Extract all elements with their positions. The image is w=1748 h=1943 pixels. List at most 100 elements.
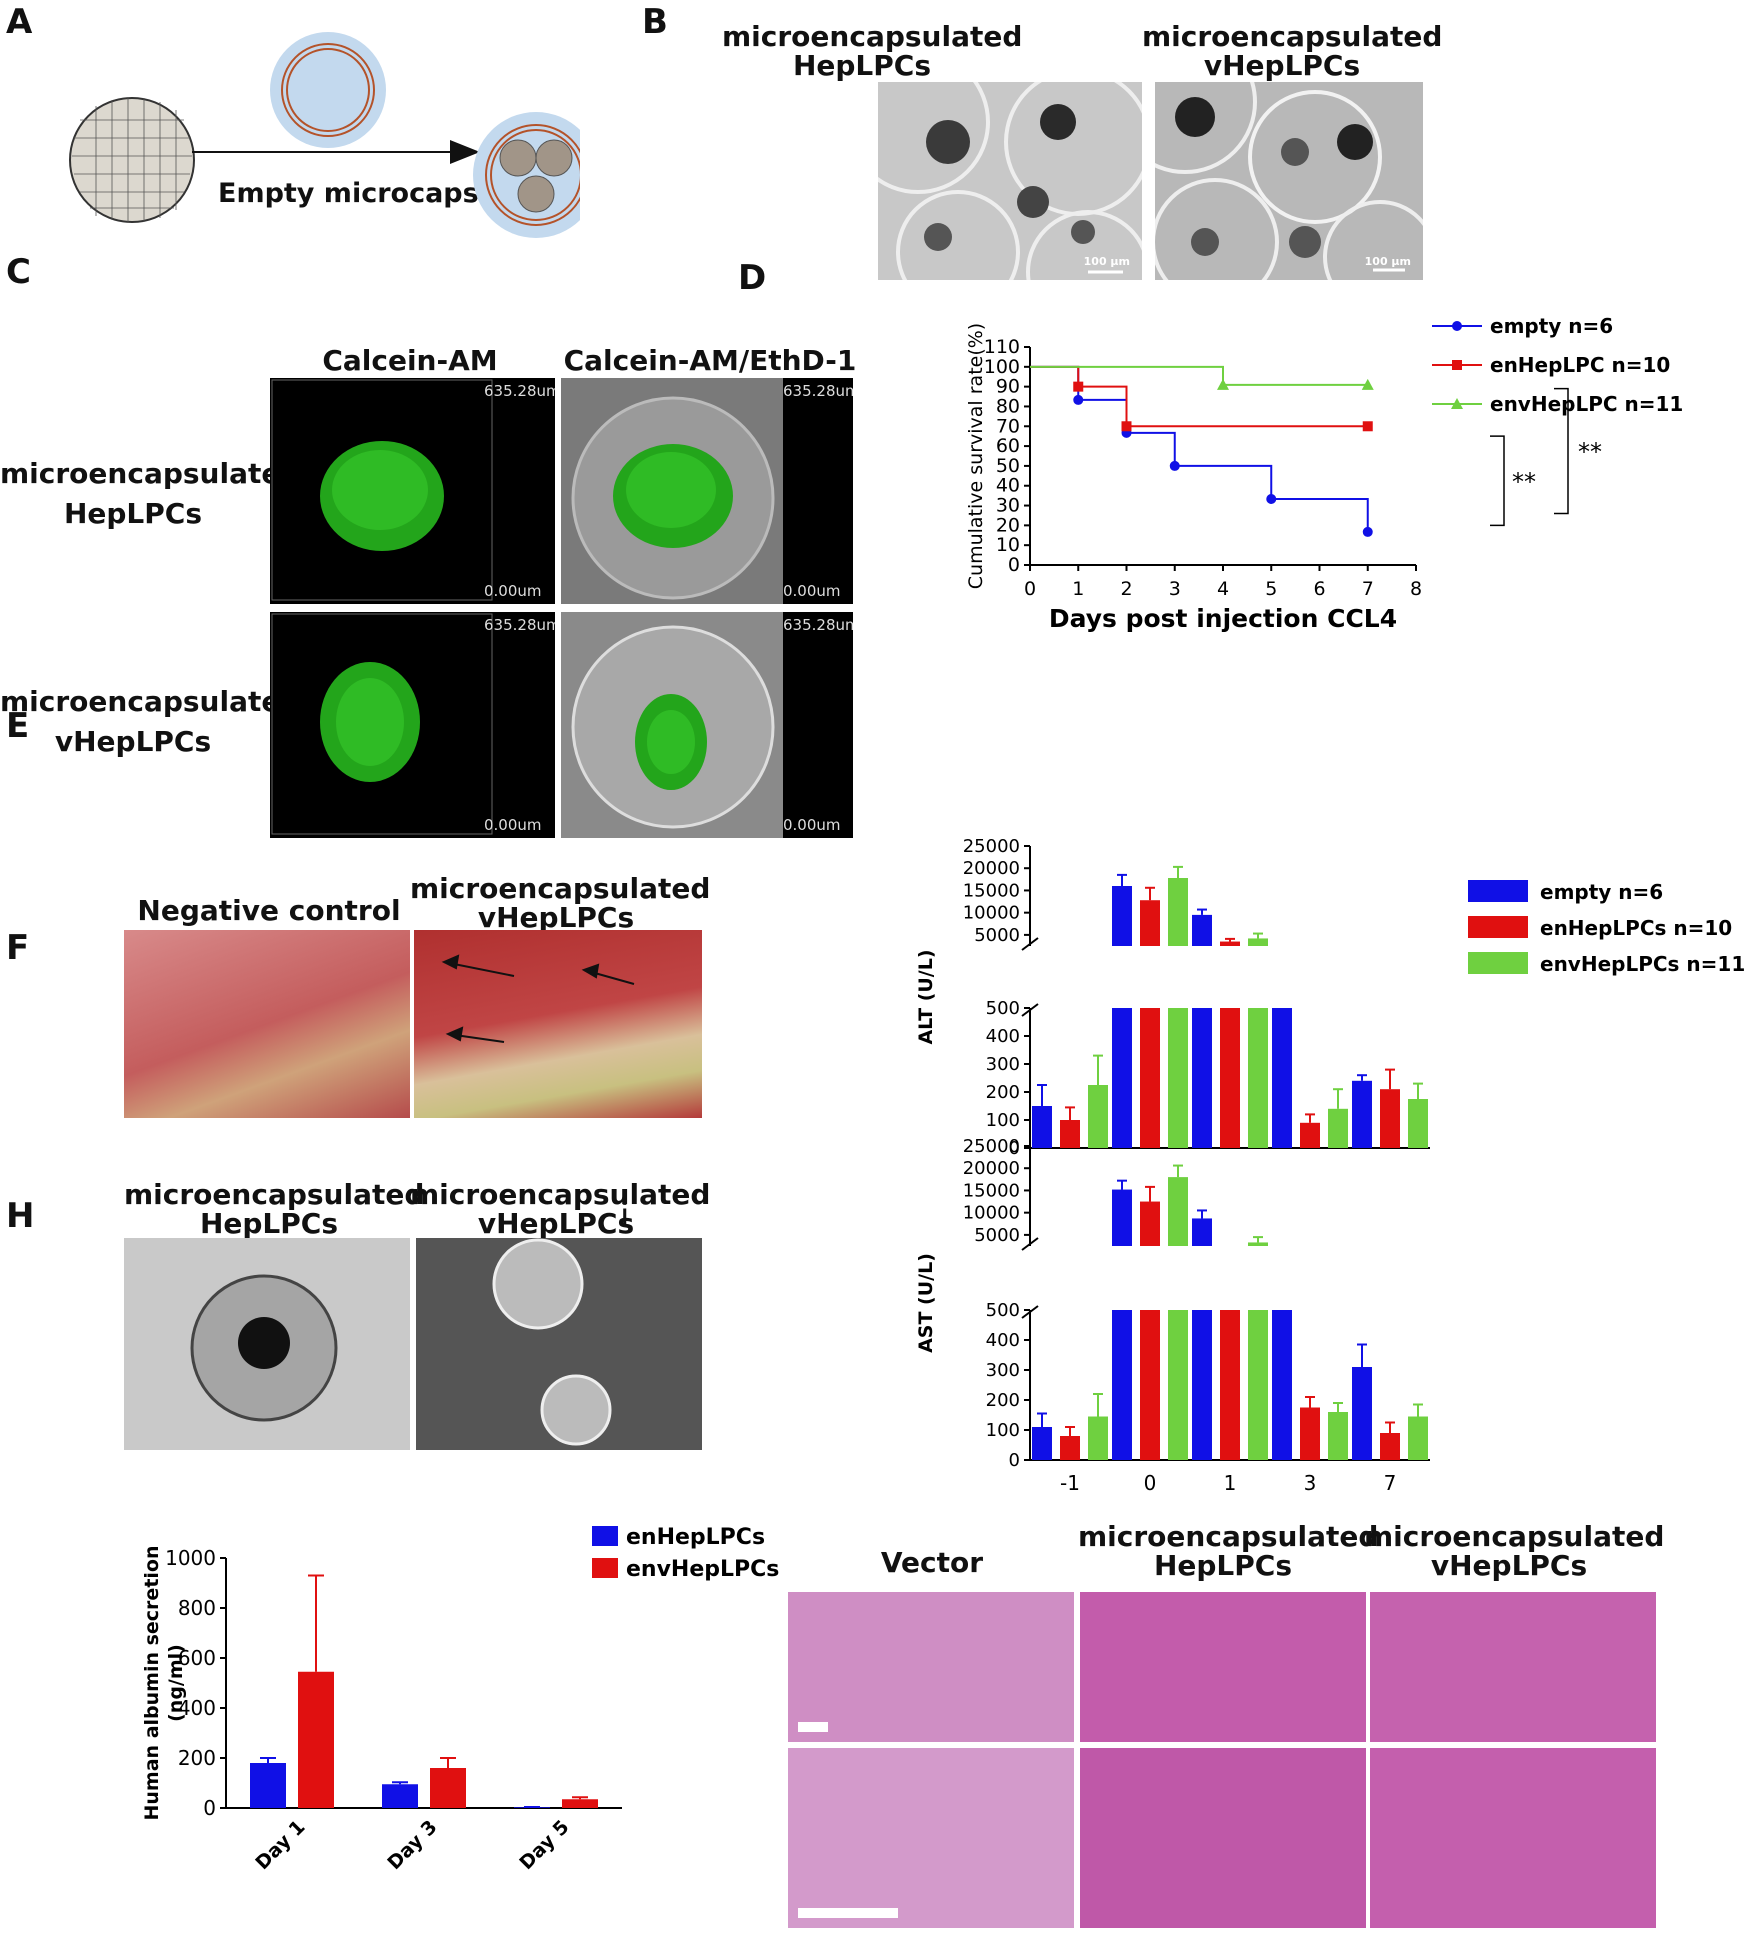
bar-upper (1140, 900, 1160, 946)
bar-lower (1112, 1310, 1132, 1460)
confocal-vheplpcs-merge: 635.28um 0.00um (561, 612, 853, 838)
z-top-label: 635.28um (484, 382, 555, 400)
x-axis-label: Days post injection CCL4 (1049, 604, 1397, 633)
y-tick-label: 200 (178, 1746, 216, 1770)
panel-c-row-title-1: microencapsulated HepLPCs (0, 457, 301, 530)
bar (1032, 1427, 1052, 1460)
legend-label: envHepLPCs n=11 (1540, 952, 1745, 976)
bar (430, 1768, 466, 1808)
data-point (1073, 394, 1084, 405)
scalebar-label: 100 µm (1083, 255, 1130, 268)
legend-label: enHepLPC n=10 (1490, 353, 1670, 377)
axis-break (1021, 937, 1039, 951)
bar (1088, 1085, 1108, 1148)
y-axis-label: Human albumin secretion (ng/ml) (141, 1546, 187, 1821)
y-tick-label: 15000 (963, 1180, 1020, 1201)
y-tick-label: 110 (984, 336, 1020, 358)
y-tick-label: 10000 (963, 1203, 1020, 1224)
bar (1328, 1412, 1348, 1460)
panel-label-e: E (6, 706, 30, 746)
bar (562, 1799, 598, 1808)
data-point (1073, 381, 1084, 392)
legend-label: empty n=6 (1490, 314, 1613, 338)
y-tick-label: 400 (986, 1330, 1020, 1351)
legend-swatch (1468, 952, 1528, 974)
legend-label: enHepLPCs (626, 1525, 765, 1550)
data-point (1121, 421, 1132, 432)
panel-c-col-title-2: Calcein-AM/EthD-1 (563, 344, 857, 377)
bar (1060, 1120, 1080, 1148)
z-bottom-label: 0.00um (783, 582, 841, 600)
bar (1032, 1106, 1052, 1148)
y-tick-label: 100 (984, 356, 1020, 378)
legend-swatch (1468, 916, 1528, 938)
bar-lower (1140, 1310, 1160, 1460)
histology-vheplpcs-high (1370, 1748, 1656, 1928)
bar-upper (1192, 1218, 1212, 1246)
liver-photo-vheplpcs (414, 930, 702, 1118)
y-tick-label: 5000 (974, 925, 1020, 946)
y-tick-label: 20 (996, 514, 1020, 536)
bar (1300, 1122, 1320, 1148)
histology-vector-low (788, 1592, 1074, 1742)
z-bottom-label: 0.00um (484, 816, 542, 834)
x-tick-label: 1 (1072, 578, 1084, 600)
x-tick-label: 8 (1410, 578, 1422, 600)
panel-i-title-3: microencapsulated vHepLPCs (1364, 1520, 1665, 1582)
z-top-label: 635.28um (783, 616, 853, 634)
panel-a-schematic: Empty microcapsule (69, 32, 580, 238)
panel-label-i: i (620, 1196, 630, 1236)
panel-b-title-2: microencapsulated vHepLPCs (1142, 20, 1443, 82)
sig-annotation: ** (1512, 468, 1536, 496)
y-tick-label: 400 (986, 1026, 1020, 1047)
y-tick-label: 15000 (963, 880, 1020, 901)
bar-upper (1112, 1189, 1132, 1246)
bar-upper (1168, 1177, 1188, 1246)
panel-i-title-2: microencapsulated HepLPCs (1078, 1520, 1379, 1582)
y-tick-label: 200 (986, 1390, 1020, 1411)
y-tick-label: 90 (996, 376, 1020, 398)
histology-vector-high (788, 1748, 1074, 1928)
y-tick-label: 60 (996, 435, 1020, 457)
bar-lower (1220, 1008, 1240, 1148)
legend-marker (1451, 398, 1463, 409)
y-tick-label: 300 (986, 1360, 1020, 1381)
bar (1088, 1416, 1108, 1460)
legend-label: envHepLPCs (626, 1557, 779, 1582)
y-tick-label: 1000 (165, 1546, 216, 1570)
z-bottom-label: 0.00um (484, 582, 542, 600)
bar (1352, 1080, 1372, 1148)
x-tick-label: 3 (1169, 578, 1181, 600)
axis-break (1021, 1003, 1039, 1017)
bar-upper (1112, 886, 1132, 946)
y-tick-label: 10000 (963, 903, 1020, 924)
legend-swatch (1468, 880, 1528, 902)
data-point (1362, 526, 1373, 537)
z-top-label: 635.28um (783, 382, 853, 400)
x-tick-label: Day 5 (515, 1816, 573, 1874)
histology-heplpcs-high (1080, 1748, 1366, 1928)
y-tick-label: 800 (178, 1596, 216, 1620)
z-bottom-label: 0.00um (783, 816, 841, 834)
panel-b-image-heplpcs: 100 µm (878, 82, 1142, 280)
bar (382, 1784, 418, 1808)
y-tick-label: 30 (996, 495, 1020, 517)
y-tick-label: 0 (203, 1796, 216, 1820)
bar (1380, 1433, 1400, 1460)
bar (1272, 1310, 1292, 1460)
legend-swatch (592, 1558, 618, 1578)
bar-lower (1248, 1008, 1268, 1148)
legend-swatch (592, 1526, 618, 1546)
data-point (1217, 378, 1229, 390)
bar (1328, 1108, 1348, 1148)
y-tick-label: 70 (996, 415, 1020, 437)
data-point (1362, 421, 1373, 432)
bar-upper (1220, 941, 1240, 946)
legend-marker (1452, 321, 1462, 331)
legend-marker (1452, 360, 1462, 370)
bar-lower (1140, 1008, 1160, 1148)
panel-c-col-title-1: Calcein-AM (322, 344, 498, 377)
bar-lower (1248, 1310, 1268, 1460)
